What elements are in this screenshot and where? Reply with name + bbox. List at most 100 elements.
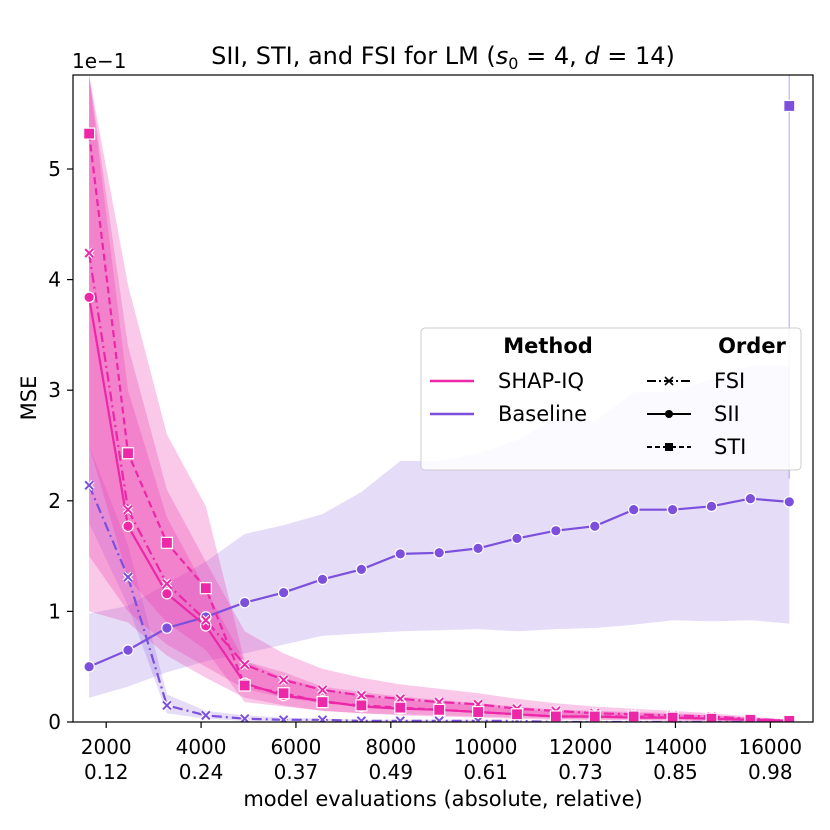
x-tick-label-relative: 0.37 bbox=[274, 760, 319, 784]
shap-iq-sti-point bbox=[627, 710, 640, 722]
baseline-sii-point bbox=[550, 524, 562, 537]
baseline-fsi-point bbox=[394, 715, 406, 722]
x-tick-label-relative: 0.73 bbox=[558, 760, 603, 784]
baseline-sii-point bbox=[394, 548, 407, 560]
y-tick-label: 0 bbox=[48, 710, 61, 734]
baseline-sii-point bbox=[355, 563, 368, 576]
shap-iq-sti-point bbox=[588, 710, 601, 722]
baseline-fsi-point bbox=[278, 714, 290, 722]
baseline-fsi-point bbox=[472, 715, 484, 722]
legend-method-header: Method bbox=[503, 334, 593, 358]
legend-shapiq-label: SHAP-IQ bbox=[498, 369, 584, 393]
baseline-sii-point bbox=[588, 520, 601, 533]
shap-iq-sti-point bbox=[705, 712, 718, 722]
shap-iq-sti-point bbox=[433, 703, 446, 716]
shap-iq-fsi-point bbox=[161, 578, 173, 590]
baseline-fsi-point bbox=[355, 715, 367, 722]
y-tick-label: 3 bbox=[48, 378, 61, 402]
baseline-fsi-point bbox=[200, 709, 212, 721]
baseline-sii-point bbox=[705, 500, 718, 513]
baseline-sii-point bbox=[277, 586, 290, 599]
baseline-fsi-point bbox=[161, 699, 173, 711]
baseline-sii-point bbox=[783, 496, 796, 508]
y-tick-label: 5 bbox=[48, 157, 61, 181]
chart-title: SII, STI, and FSI for LM (s0 = 4, d = 14… bbox=[211, 42, 675, 73]
legend-baseline-label: Baseline bbox=[498, 402, 587, 426]
shap-iq-sti-point bbox=[472, 705, 485, 719]
x-axis-label: model evaluations (absolute, relative) bbox=[243, 787, 642, 811]
baseline-fsi-point bbox=[239, 713, 251, 722]
shap-iq-sti-point bbox=[549, 710, 562, 722]
shap-iq-sii-point bbox=[83, 291, 95, 304]
baseline-fsi-point bbox=[433, 715, 445, 722]
shap-iq-fsi-point bbox=[278, 674, 290, 686]
x-tick-label-relative: 0.49 bbox=[369, 760, 414, 784]
shap-iq-sti-point bbox=[744, 713, 757, 722]
legend-fsi-label: FSI bbox=[714, 369, 745, 393]
y-axis: 0 1 2 3 4 5 bbox=[48, 157, 73, 734]
legend-sti-label: STI bbox=[714, 435, 746, 459]
legend-order-header: Order bbox=[718, 334, 786, 358]
x-tick-label-relative: 0.85 bbox=[653, 760, 698, 784]
x-tick-label-relative: 0.98 bbox=[748, 760, 793, 784]
shap-iq-sti-point bbox=[510, 708, 524, 721]
shap-iq-fsi-point bbox=[355, 689, 367, 701]
baseline-fsi-point bbox=[122, 571, 134, 583]
legend: Method Order SHAP-IQ Baseline FSI SII ST… bbox=[420, 327, 802, 471]
shap-iq-fsi-point bbox=[317, 684, 328, 696]
plot-frame bbox=[72, 74, 814, 723]
shap-iq-sti-point bbox=[316, 695, 329, 709]
baseline-sii-point bbox=[666, 503, 679, 516]
x-tick-label-relative: 0.24 bbox=[179, 760, 224, 784]
baseline-sii-point bbox=[511, 532, 523, 545]
baseline-sii-point bbox=[316, 573, 329, 586]
x-tick-label-relative: 0.12 bbox=[84, 760, 129, 784]
y-axis-label: MSE bbox=[17, 376, 41, 421]
baseline-sii-point bbox=[161, 622, 173, 634]
x-tick-label: 8000 bbox=[365, 735, 416, 759]
shap-iq-sti-point bbox=[199, 582, 212, 595]
y-scale-label: 1e−1 bbox=[72, 49, 127, 73]
x-tick-label: 4000 bbox=[176, 735, 227, 759]
x-tick-label: 10000 bbox=[454, 735, 518, 759]
shap-iq-sti-point bbox=[277, 687, 290, 700]
legend-box bbox=[420, 327, 802, 471]
y-tick-label: 4 bbox=[48, 268, 61, 292]
x-tick-label: 2000 bbox=[81, 735, 132, 759]
legend-sii-marker bbox=[665, 410, 673, 418]
baseline-sii-point bbox=[433, 546, 446, 559]
shap-iq-fsi-point bbox=[122, 504, 134, 516]
baseline-fsi-point bbox=[317, 714, 328, 722]
shap-iq-sti-point bbox=[394, 701, 407, 714]
y-tick-label: 2 bbox=[48, 489, 61, 513]
x-tick-label: 16000 bbox=[738, 735, 802, 759]
x-tick-label: 12000 bbox=[549, 735, 613, 759]
baseline-sii-point bbox=[83, 660, 95, 673]
shap-iq-fsi-point bbox=[239, 659, 251, 670]
legend-sii-label: SII bbox=[714, 402, 740, 426]
x-tick-label: 6000 bbox=[270, 735, 321, 759]
baseline-sii-point bbox=[472, 542, 484, 555]
baseline-fsi-point bbox=[83, 479, 95, 491]
series-markers bbox=[83, 99, 796, 722]
shap-iq-sti-point bbox=[355, 699, 368, 712]
shap-iq-sii-point bbox=[122, 520, 134, 533]
shap-iq-sti-point bbox=[121, 447, 135, 460]
baseline-sii-point bbox=[744, 492, 757, 505]
baseline-sii-point bbox=[627, 503, 640, 516]
shap-iq-sti-point bbox=[666, 711, 679, 722]
shap-iq-sii-point bbox=[161, 587, 173, 600]
shap-iq-fsi-point bbox=[83, 247, 95, 259]
legend-fsi-marker bbox=[664, 376, 674, 386]
baseline-sti-point bbox=[783, 99, 796, 113]
shap-iq-sti-point bbox=[160, 536, 174, 549]
shap-iq-sti-point bbox=[783, 714, 796, 722]
x-tick-label-relative: 0.61 bbox=[463, 760, 508, 784]
shap-iq-sti-point bbox=[238, 679, 251, 692]
y-tick-label: 1 bbox=[48, 599, 61, 623]
baseline-sii-point bbox=[122, 644, 134, 656]
shap-iq-sti-point bbox=[83, 127, 96, 140]
legend-sti-marker bbox=[665, 443, 673, 451]
shap-iq-fsi-point bbox=[200, 614, 212, 626]
